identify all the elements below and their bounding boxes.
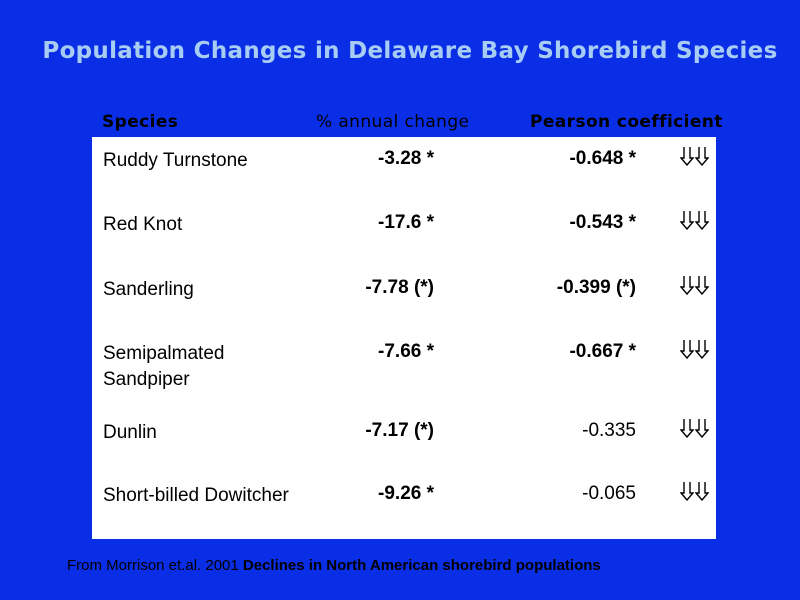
column-header-pearson: Pearson coefficient <box>530 112 723 132</box>
column-header-species: Species <box>102 112 179 132</box>
annual-change-value: -7.17 (*) <box>365 420 434 441</box>
pearson-value: -0.667 * <box>569 341 636 362</box>
double-down-arrow-icon <box>680 339 709 359</box>
pearson-value: -0.399 (*) <box>556 277 636 298</box>
citation-prefix: From Morrison et.al. 2001 <box>67 557 243 574</box>
annual-change-value: -7.66 * <box>378 341 434 362</box>
data-table: Ruddy Turnstone -3.28 * -0.648 * Red Knot -1… <box>92 137 716 539</box>
citation: From Morrison et.al. 2001 Declines in No… <box>67 557 601 574</box>
species-name: Sanderling <box>103 279 194 300</box>
double-down-arrow-icon <box>680 275 709 295</box>
citation-publication: Declines in North American shorebird pop… <box>242 557 601 574</box>
species-name: Ruddy Turnstone <box>103 150 248 171</box>
double-down-arrow-icon <box>680 146 709 166</box>
species-name: Red Knot <box>103 214 183 235</box>
species-name: Dunlin <box>103 422 157 443</box>
annual-change-value: -17.6 * <box>378 212 434 233</box>
species-name: Short-billed Dowitcher <box>103 485 289 506</box>
double-down-arrow-icon <box>680 481 709 501</box>
page-title: Population Changes in Delaware Bay Shore… <box>42 38 778 64</box>
double-down-arrow-icon <box>680 418 709 438</box>
pearson-value: -0.543 * <box>569 212 636 233</box>
pearson-value: -0.335 <box>582 420 636 441</box>
annual-change-value: -7.78 (*) <box>365 277 434 298</box>
column-header-annual-change: % annual change <box>316 112 470 132</box>
pearson-value: -0.648 * <box>569 148 636 169</box>
pearson-value: -0.065 <box>582 483 636 504</box>
double-down-arrow-icon <box>680 210 709 230</box>
annual-change-value: -9.26 * <box>378 483 434 504</box>
annual-change-value: -3.28 * <box>378 148 434 169</box>
species-name: Semipalmated Sandpiper <box>103 343 225 390</box>
